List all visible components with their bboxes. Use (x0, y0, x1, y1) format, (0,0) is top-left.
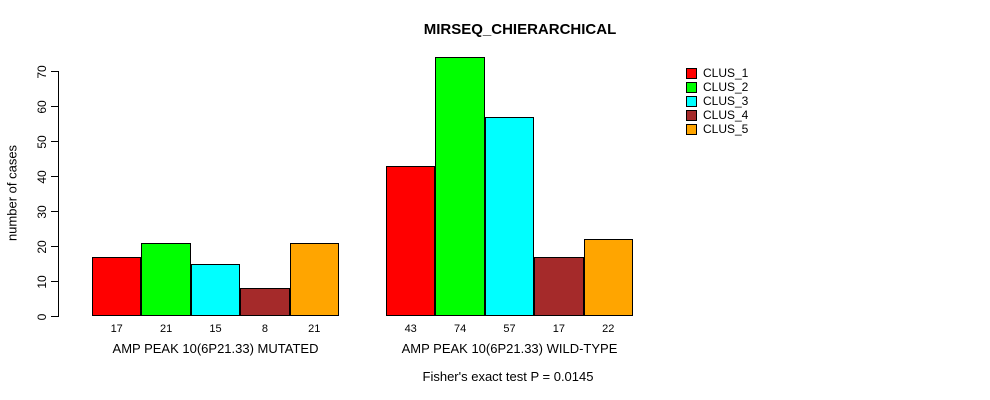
y-tick-mark (51, 106, 58, 107)
legend-item-clus_1: CLUS_1 (686, 66, 748, 80)
legend-swatch-icon (686, 109, 697, 121)
bar-clus_2-group1 (141, 242, 191, 316)
legend-swatch-icon (686, 95, 697, 107)
y-axis-label: number of cases (4, 144, 20, 242)
y-tick-label: 70 (35, 64, 49, 79)
legend: CLUS_1 CLUS_2 CLUS_3 CLUS_4 CLUS_5 (686, 66, 748, 136)
y-tick-mark (51, 281, 58, 282)
legend-item-clus_4: CLUS_4 (686, 108, 748, 122)
y-axis-line (58, 71, 59, 317)
legend-swatch-icon (686, 67, 697, 79)
y-tick-mark (51, 141, 58, 142)
legend-label: CLUS_4 (703, 108, 749, 122)
legend-swatch-icon (686, 123, 697, 135)
y-tick-mark (51, 316, 58, 317)
bar-clus_3-group2 (484, 116, 535, 316)
bar-value-label: 74 (453, 323, 467, 335)
bar-clus_3-group1 (190, 263, 241, 316)
legend-item-clus_5: CLUS_5 (686, 122, 748, 136)
bar-value-label: 8 (261, 323, 268, 335)
bar-value-label: 21 (308, 323, 321, 335)
y-tick-mark (51, 176, 58, 177)
y-tick-mark (51, 71, 58, 72)
legend-item-clus_2: CLUS_2 (686, 80, 748, 94)
bar-value-label: 57 (503, 323, 516, 335)
bar-clus_1-group1 (92, 256, 142, 316)
legend-item-clus_3: CLUS_3 (686, 94, 748, 108)
legend-swatch-icon (686, 81, 697, 93)
y-tick-label: 50 (35, 134, 49, 149)
y-tick-label: 0 (35, 313, 49, 320)
fisher-test-annotation: Fisher's exact test P = 0.0145 (422, 369, 594, 384)
y-tick-label: 40 (35, 169, 49, 184)
chart-title: MIRSEQ_CHIERARCHICAL (423, 21, 617, 38)
bar-value-label: 17 (552, 323, 566, 335)
bar-value-label: 15 (209, 323, 222, 335)
bar-clus_1-group2 (386, 165, 436, 316)
bar-value-label: 43 (404, 323, 417, 335)
bar-clus_5-group1 (289, 242, 339, 316)
bar-value-label: 17 (110, 323, 123, 335)
y-tick-label: 10 (35, 274, 49, 289)
legend-label: CLUS_2 (703, 80, 749, 94)
y-tick-label: 30 (35, 204, 49, 219)
bar-clus_5-group2 (583, 239, 633, 316)
bar-clus_4-group1 (240, 288, 290, 316)
bar-clus_4-group2 (534, 256, 584, 316)
y-tick-label: 60 (35, 99, 49, 114)
y-tick-label: 20 (35, 239, 49, 254)
bar-value-label: 22 (602, 323, 615, 335)
group-label: AMP PEAK 10(6P21.33) MUTATED (112, 341, 319, 356)
y-tick-mark (51, 246, 58, 247)
legend-label: CLUS_5 (703, 122, 749, 136)
group-label: AMP PEAK 10(6P21.33) WILD-TYPE (401, 341, 618, 356)
bar-value-label: 21 (159, 323, 173, 335)
y-tick-mark (51, 211, 58, 212)
legend-label: CLUS_1 (703, 66, 749, 80)
legend-label: CLUS_3 (703, 94, 749, 108)
bar-clus_2-group2 (435, 57, 485, 316)
